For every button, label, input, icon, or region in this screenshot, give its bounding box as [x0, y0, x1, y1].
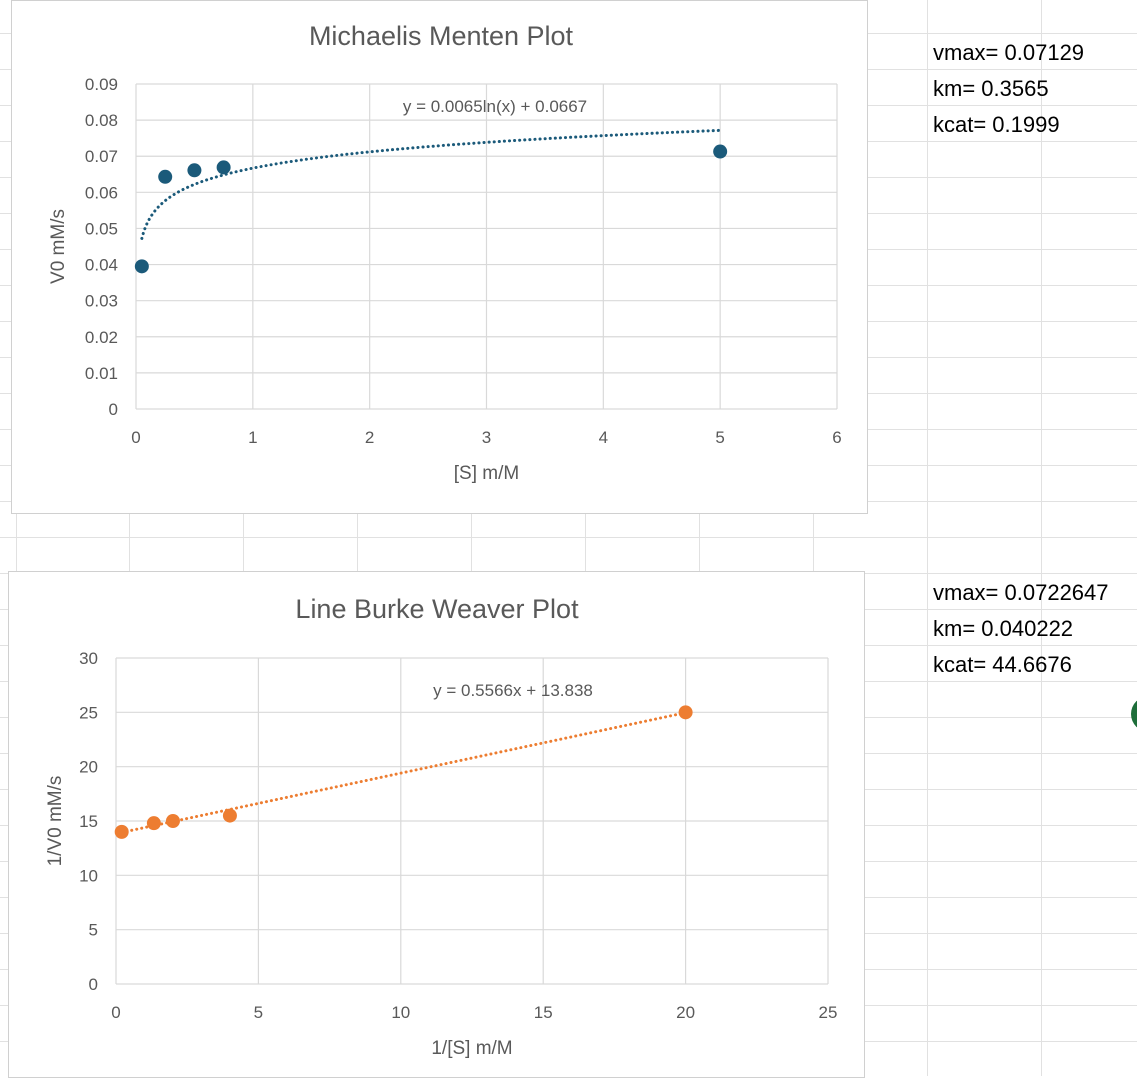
- y-axis-title: 1/V0 mM/s: [45, 776, 66, 867]
- data-point: [134, 259, 149, 274]
- data-point: [222, 808, 237, 823]
- y-tick-label: 15: [79, 812, 98, 831]
- y-tick-label: 0.08: [85, 111, 118, 130]
- x-tick-label: 20: [676, 1003, 695, 1022]
- y-tick-label: 0.02: [85, 328, 118, 347]
- y-tick-label: 0.09: [85, 75, 118, 94]
- cell-km-bottom[interactable]: km= 0.040222: [933, 616, 1074, 641]
- x-tick-label: 25: [819, 1003, 838, 1022]
- y-tick-label: 0: [89, 975, 98, 994]
- data-point: [678, 705, 693, 720]
- cell-kcat-top[interactable]: kcat= 0.1999: [933, 112, 1060, 137]
- x-axis-title: 1/[S] m/M: [431, 1038, 512, 1059]
- x-tick-label: 5: [715, 428, 724, 447]
- x-tick-label: 6: [832, 428, 841, 447]
- y-tick-label: 30: [79, 649, 98, 668]
- x-tick-label: 0: [131, 428, 140, 447]
- data-point: [187, 163, 202, 178]
- data-point: [114, 824, 129, 839]
- y-tick-label: 0.03: [85, 292, 118, 311]
- data-point: [158, 169, 173, 184]
- data-point: [165, 814, 180, 828]
- trendline: [140, 128, 722, 240]
- x-tick-label: 3: [482, 428, 491, 447]
- x-tick-label: 5: [254, 1003, 263, 1022]
- cell-km-top[interactable]: km= 0.3565: [933, 76, 1049, 101]
- y-tick-label: 10: [79, 866, 98, 885]
- trendline-equation: y = 0.0065ln(x) + 0.0667: [403, 97, 587, 116]
- x-tick-label: 2: [365, 428, 374, 447]
- y-tick-label: 0.04: [85, 256, 118, 275]
- x-tick-label: 1: [248, 428, 257, 447]
- y-tick-label: 0: [109, 400, 118, 419]
- cell-vmax-top[interactable]: vmax= 0.07129: [933, 40, 1085, 65]
- y-tick-label: 0.07: [85, 147, 118, 166]
- y-tick-label: 20: [79, 758, 98, 777]
- x-tick-label: 4: [599, 428, 608, 447]
- cell-vmax-bottom[interactable]: vmax= 0.0722647: [933, 580, 1109, 605]
- michaelis-menten-chart[interactable]: 0 0.01 0.02 0.03 0.04 0.05 0.06 0.07 0.08 0.09 0 1 2…: [11, 0, 868, 514]
- chart-title: Michaelis Menten Plot: [309, 21, 574, 51]
- chart-title: Line Burke Weaver Plot: [295, 594, 579, 624]
- cell-kcat-bottom[interactable]: kcat= 44.6676: [933, 652, 1072, 677]
- trendline-equation: y = 0.5566x + 13.838: [433, 681, 593, 700]
- x-tick-label: 0: [111, 1003, 120, 1022]
- data-point: [216, 160, 231, 175]
- y-tick-label: 0.06: [85, 183, 118, 202]
- y-tick-label: 0.05: [85, 219, 118, 238]
- x-axis-title: [S] m/M: [454, 463, 519, 484]
- lineweaver-burk-chart[interactable]: 0 5 10 15 20 25 30 0 5 10 15 20 25 Line Burke Weaver …: [8, 571, 865, 1078]
- y-tick-label: 0.01: [85, 364, 118, 383]
- michaelis-menten-plot-area: 0 0.01 0.02 0.03 0.04 0.05 0.06 0.07 0.08 0.09 0 1 2…: [48, 21, 842, 484]
- y-tick-label: 5: [89, 921, 98, 940]
- trendline: [120, 711, 688, 834]
- y-tick-label: 25: [79, 703, 98, 722]
- data-point: [713, 144, 728, 159]
- data-point: [146, 816, 161, 831]
- y-axis-title: V0 mM/s: [48, 209, 69, 284]
- circle-shape[interactable]: [1131, 696, 1137, 732]
- lineweaver-burk-plot-area: 0 5 10 15 20 25 30 0 5 10 15 20 25 Line Burke Weaver …: [45, 594, 838, 1059]
- x-tick-label: 15: [534, 1003, 553, 1022]
- x-tick-label: 10: [391, 1003, 410, 1022]
